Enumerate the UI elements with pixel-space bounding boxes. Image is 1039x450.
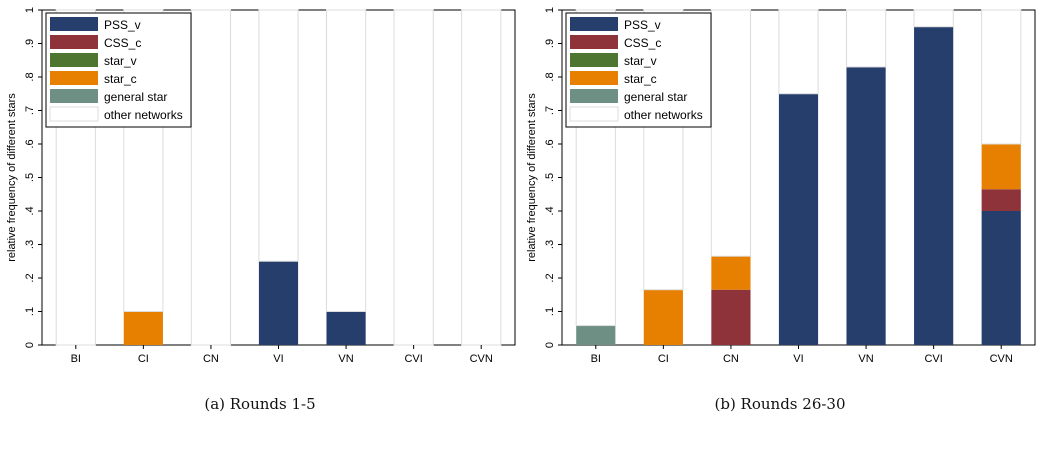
legend-swatch bbox=[570, 89, 618, 103]
y-tick-label: .8 bbox=[24, 72, 36, 81]
y-tick-label: 0 bbox=[24, 342, 36, 348]
y-tick-label: .5 bbox=[544, 173, 556, 182]
legend-label: star_v bbox=[624, 54, 657, 68]
y-tick-label: .9 bbox=[544, 39, 556, 48]
legend-swatch bbox=[570, 53, 618, 67]
legend-label: general star bbox=[104, 90, 167, 104]
bar-segment-star-c-ci bbox=[123, 311, 163, 345]
bar-segment-other-networks-cvn bbox=[981, 9, 1022, 145]
y-tick-label: 1 bbox=[544, 7, 556, 13]
x-tick-label: CVN bbox=[470, 353, 493, 365]
x-tick-label: CI bbox=[658, 353, 669, 365]
bar-segment-other-networks-cvi bbox=[913, 9, 954, 28]
y-tick-label: .4 bbox=[544, 206, 556, 215]
caption-rounds-1-5: (a) Rounds 1-5 bbox=[204, 395, 316, 413]
x-tick-label: CN bbox=[203, 353, 219, 365]
y-tick-label: .1 bbox=[24, 307, 36, 316]
legend-label: other networks bbox=[624, 108, 703, 122]
bar-segment-pss-v-cvi bbox=[914, 26, 954, 345]
legend-swatch bbox=[50, 35, 98, 49]
legend-swatch bbox=[570, 35, 618, 49]
y-tick-label: .7 bbox=[544, 106, 556, 115]
bar-segment-other-networks-vn bbox=[325, 9, 367, 312]
legend-swatch bbox=[570, 71, 618, 85]
legend-label: general star bbox=[624, 90, 687, 104]
y-tick-label: .1 bbox=[544, 307, 556, 316]
y-tick-label: .6 bbox=[24, 139, 36, 148]
legend-swatch bbox=[50, 71, 98, 85]
x-tick-label: CVI bbox=[924, 353, 942, 365]
x-tick-label: BI bbox=[591, 353, 601, 365]
y-tick-label: .9 bbox=[24, 39, 36, 48]
bar-segment-other-networks-cvn bbox=[461, 9, 502, 346]
bar-segment-other-networks-cn bbox=[190, 9, 232, 346]
y-tick-label: .2 bbox=[24, 273, 36, 282]
bar-chart-rounds-26-30: 0 .1 .2 .3 .4 .5 .6 .7 .8 .9 1 relative frequency o… bbox=[526, 7, 1036, 365]
bar-chart-rounds-1-5: 0 .1 .2 .3 .4 .5 .6 .7 .8 .9 1 relative frequency o… bbox=[6, 7, 516, 365]
y-tick-label: 0 bbox=[544, 342, 556, 348]
bar-segment-star-c-cn bbox=[711, 256, 751, 290]
x-tick-label: CVN bbox=[990, 353, 1013, 365]
y-tick-label: .2 bbox=[544, 273, 556, 282]
bar-segment-pss-v-vn bbox=[846, 66, 886, 345]
y-tick-label: 1 bbox=[24, 7, 36, 13]
bar-segment-general-star-bi bbox=[576, 325, 616, 345]
y-axis-label: relative frequency of different stars bbox=[6, 93, 18, 262]
legend-label: CSS_c bbox=[104, 36, 141, 50]
y-tick-label: .4 bbox=[24, 206, 36, 215]
x-tick-label: CN bbox=[723, 353, 739, 365]
bar-segment-pss-v-vi bbox=[258, 261, 299, 345]
caption-rounds-26-30: (b) Rounds 26-30 bbox=[714, 395, 846, 413]
legend-swatch bbox=[569, 106, 619, 122]
y-axis-label: relative frequency of different stars bbox=[526, 93, 538, 262]
bar-segment-pss-v-vn bbox=[326, 311, 366, 345]
bar-segment-other-networks-vn bbox=[845, 9, 887, 68]
x-tick-label: CVI bbox=[404, 353, 422, 365]
bar-segment-pss-v-cvn bbox=[981, 211, 1021, 345]
y-tick-label: .7 bbox=[24, 106, 36, 115]
legend-label: star_c bbox=[104, 72, 137, 86]
y-tick-label: .3 bbox=[544, 240, 556, 249]
chart-panel-rounds-1-5: 0 .1 .2 .3 .4 .5 .6 .7 .8 .9 1 relative frequency o… bbox=[6, 7, 516, 413]
x-tick-label: BI bbox=[71, 353, 81, 365]
legend-swatch bbox=[49, 106, 99, 122]
y-tick-label: .5 bbox=[24, 173, 36, 182]
bar-segment-other-networks-vi bbox=[778, 9, 819, 95]
legend-label: star_v bbox=[104, 54, 137, 68]
legend-swatch bbox=[50, 53, 98, 67]
bar-segment-other-networks-cvi bbox=[393, 9, 434, 346]
legend-label: PSS_v bbox=[104, 18, 141, 32]
bar-segment-other-networks-cn bbox=[710, 9, 752, 257]
bar-segment-css-c-cn bbox=[711, 289, 751, 345]
bar-segment-other-networks-vi bbox=[258, 9, 299, 262]
legend-label: PSS_v bbox=[624, 18, 661, 32]
x-tick-label: VN bbox=[858, 353, 873, 365]
y-tick-label: .3 bbox=[24, 240, 36, 249]
chart-panel-rounds-26-30: 0 .1 .2 .3 .4 .5 .6 .7 .8 .9 1 relative frequency o… bbox=[520, 0, 1039, 450]
x-tick-label: VI bbox=[273, 353, 283, 365]
legend-label: star_c bbox=[624, 72, 657, 86]
x-tick-label: VN bbox=[338, 353, 353, 365]
y-tick-label: .6 bbox=[544, 139, 556, 148]
bar-segment-star-c-ci bbox=[643, 289, 683, 345]
bar-segment-pss-v-vi bbox=[778, 93, 819, 345]
legend-swatch bbox=[50, 89, 98, 103]
bar-segment-css-c-cvn bbox=[981, 189, 1021, 211]
x-tick-label: VI bbox=[793, 353, 803, 365]
legend-swatch bbox=[50, 17, 98, 31]
bar-segment-star-c-cvn bbox=[981, 144, 1021, 190]
y-tick-label: .8 bbox=[544, 72, 556, 81]
legend-swatch bbox=[570, 17, 618, 31]
x-tick-label: CI bbox=[138, 353, 149, 365]
legend-label: other networks bbox=[104, 108, 183, 122]
legend-label: CSS_c bbox=[624, 36, 661, 50]
